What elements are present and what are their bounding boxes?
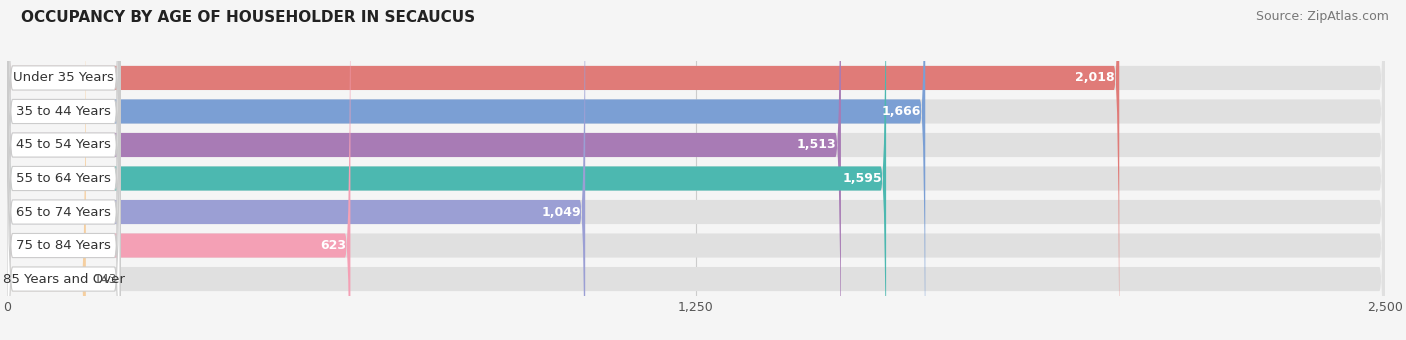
FancyBboxPatch shape xyxy=(7,0,120,340)
FancyBboxPatch shape xyxy=(7,0,1385,340)
Text: 65 to 74 Years: 65 to 74 Years xyxy=(15,205,111,219)
Text: 45 to 54 Years: 45 to 54 Years xyxy=(15,138,111,152)
Text: 1,595: 1,595 xyxy=(842,172,882,185)
FancyBboxPatch shape xyxy=(7,0,841,340)
FancyBboxPatch shape xyxy=(7,0,120,340)
Text: OCCUPANCY BY AGE OF HOUSEHOLDER IN SECAUCUS: OCCUPANCY BY AGE OF HOUSEHOLDER IN SECAU… xyxy=(21,10,475,25)
FancyBboxPatch shape xyxy=(7,0,1385,340)
FancyBboxPatch shape xyxy=(7,0,120,340)
FancyBboxPatch shape xyxy=(7,0,585,340)
FancyBboxPatch shape xyxy=(7,0,120,340)
FancyBboxPatch shape xyxy=(7,0,925,340)
FancyBboxPatch shape xyxy=(7,0,1385,340)
Text: Under 35 Years: Under 35 Years xyxy=(13,71,114,84)
Text: 85 Years and Over: 85 Years and Over xyxy=(3,273,125,286)
FancyBboxPatch shape xyxy=(7,0,120,340)
Text: 75 to 84 Years: 75 to 84 Years xyxy=(15,239,111,252)
FancyBboxPatch shape xyxy=(7,0,120,340)
FancyBboxPatch shape xyxy=(7,0,120,340)
Text: 1,666: 1,666 xyxy=(882,105,921,118)
Text: 1,513: 1,513 xyxy=(797,138,837,152)
Text: Source: ZipAtlas.com: Source: ZipAtlas.com xyxy=(1256,10,1389,23)
Text: 1,049: 1,049 xyxy=(541,205,581,219)
FancyBboxPatch shape xyxy=(7,0,350,340)
FancyBboxPatch shape xyxy=(7,0,1385,340)
FancyBboxPatch shape xyxy=(7,0,1385,340)
FancyBboxPatch shape xyxy=(7,0,86,340)
Text: 623: 623 xyxy=(321,239,346,252)
Text: 55 to 64 Years: 55 to 64 Years xyxy=(15,172,111,185)
Text: 143: 143 xyxy=(94,273,118,286)
Text: 35 to 44 Years: 35 to 44 Years xyxy=(15,105,111,118)
FancyBboxPatch shape xyxy=(7,0,886,340)
FancyBboxPatch shape xyxy=(7,0,1385,340)
Text: 2,018: 2,018 xyxy=(1076,71,1115,84)
FancyBboxPatch shape xyxy=(7,0,1119,340)
FancyBboxPatch shape xyxy=(7,0,1385,340)
